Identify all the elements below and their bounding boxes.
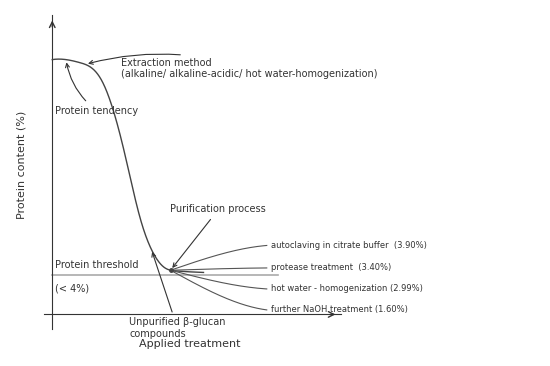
Text: Protein threshold: Protein threshold bbox=[55, 260, 139, 270]
Text: further NaOH treatment (1.60%): further NaOH treatment (1.60%) bbox=[271, 305, 408, 314]
Text: hot water - homogenization (2.99%): hot water - homogenization (2.99%) bbox=[271, 284, 423, 294]
Text: Applied treatment: Applied treatment bbox=[139, 339, 240, 350]
Text: protease treatment  (3.40%): protease treatment (3.40%) bbox=[271, 264, 391, 272]
Text: Extraction method
(alkaline/ alkaline-acidic/ hot water-homogenization): Extraction method (alkaline/ alkaline-ac… bbox=[89, 54, 377, 79]
Text: (< 4%): (< 4%) bbox=[55, 284, 89, 294]
Text: Protein tendency: Protein tendency bbox=[55, 64, 138, 116]
Text: Unpurified β-glucan
compounds: Unpurified β-glucan compounds bbox=[129, 253, 226, 339]
Text: Purification process: Purification process bbox=[170, 205, 266, 267]
Text: Protein content (%): Protein content (%) bbox=[17, 111, 27, 219]
Text: autoclaving in citrate buffer  (3.90%): autoclaving in citrate buffer (3.90%) bbox=[271, 241, 427, 250]
